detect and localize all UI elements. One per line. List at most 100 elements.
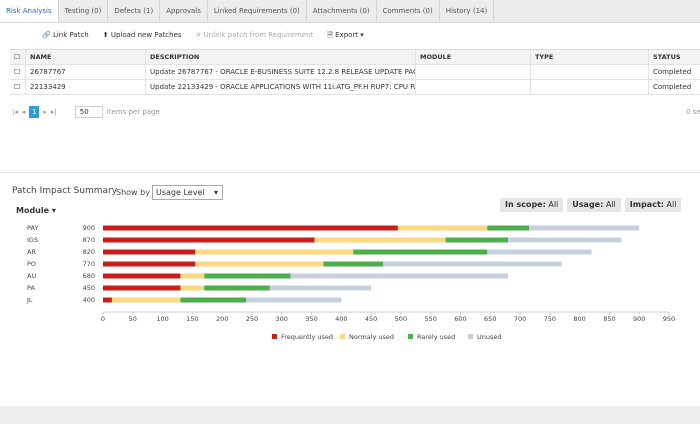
tab[interactable]: Comments (0): [377, 0, 440, 22]
bar-segment: [103, 225, 398, 231]
table-header: ☐ NAME DESCRIPTION MODULE TYPE STATUS: [10, 50, 700, 65]
x-tick-label: 250: [246, 315, 258, 323]
x-tick-label: 850: [603, 315, 615, 323]
label: Link Patch: [52, 31, 89, 39]
bar-segment: [245, 297, 342, 303]
bar-segment: [323, 261, 384, 267]
bar-segment: [314, 237, 446, 243]
x-tick-label: 600: [454, 315, 466, 323]
empty-cell: [416, 65, 531, 79]
legend-label: Normaly used: [349, 333, 394, 341]
bar-segment: [383, 261, 562, 267]
bar-segment: [103, 297, 112, 303]
x-tick-label: 650: [484, 315, 496, 323]
total-label: 770: [83, 260, 95, 268]
toolbar: 🔗 Link Patch ⬆ Upload new Patches ✕ Unli…: [42, 31, 364, 42]
legend-label: Frequently used: [281, 333, 333, 341]
unlink-button[interactable]: ✕ Unlink patch from Requirement: [195, 31, 314, 39]
show-by-label: Show by: [116, 188, 150, 197]
label: Export: [335, 31, 359, 39]
page-size-select[interactable]: 50: [74, 106, 103, 118]
next-page[interactable]: ▸: [43, 108, 47, 116]
bar-segment: [180, 273, 205, 279]
table-row: ☐ 26787767 Update 26787767 - ORACLE E-BUSI…: [10, 65, 700, 80]
chart: 0 50 100 150 200 250 300 350 400 450 500 550 600 650 7…: [26, 224, 675, 341]
x-tick-label: 150: [186, 315, 198, 323]
filter-value: All: [605, 200, 616, 209]
category-label: PO: [27, 260, 36, 268]
filter[interactable]: Usage: All: [567, 198, 621, 212]
bar-segment: [269, 285, 372, 291]
x-tick-label: 450: [365, 315, 377, 323]
x-tick-label: 550: [424, 315, 436, 323]
category-label: PAY: [27, 224, 38, 232]
bar-segment: [508, 237, 622, 243]
cell: 26787767: [26, 65, 146, 79]
first-page[interactable]: |◂: [12, 108, 18, 116]
module-dropdown[interactable]: Module ▾: [16, 206, 56, 215]
total-label: 450: [83, 284, 95, 292]
bar-segment: [103, 249, 196, 255]
page-number[interactable]: 1: [29, 106, 40, 118]
bar-segment: [487, 249, 592, 255]
bar-segment: [103, 273, 181, 279]
column-header: DESCRIPTION: [146, 50, 416, 64]
legend-swatch: [272, 334, 277, 339]
cell: Update 26787767 - ORACLE E-BUSINESS SUIT…: [146, 65, 416, 79]
x-tick-label: 800: [573, 315, 585, 323]
x-tick-label: 750: [544, 315, 556, 323]
upload-button[interactable]: ⬆ Upload new Patches: [102, 31, 182, 39]
label: Upload new Patches: [110, 31, 182, 39]
tab[interactable]: Risk Analysis: [0, 0, 59, 22]
x-tick-label: 700: [514, 315, 526, 323]
last-page[interactable]: ▸|: [50, 108, 57, 116]
empty-cell: [531, 80, 649, 94]
column-header: MODULE: [416, 50, 531, 64]
bar-segment: [290, 273, 509, 279]
label: Module: [16, 206, 50, 215]
value: Usage Level: [156, 188, 205, 197]
checkbox[interactable]: ☐: [10, 65, 26, 79]
legend-label: Unused: [477, 333, 502, 341]
tab[interactable]: Linked Requirements (0): [208, 0, 307, 22]
checkbox[interactable]: ☐: [10, 50, 26, 64]
show-by-select[interactable]: Usage Level ▾: [152, 185, 223, 200]
filters: In scope: All Usage: All Impact: All: [500, 198, 682, 212]
column-header: NAME: [26, 50, 146, 64]
filter[interactable]: Impact: All: [624, 198, 682, 212]
bar-segment: [103, 261, 196, 267]
footer: [0, 406, 700, 424]
bar-segment: [103, 285, 181, 291]
tab[interactable]: Defects (1): [108, 0, 161, 22]
filter[interactable]: In scope: All: [500, 198, 564, 212]
prev-page[interactable]: ◂: [21, 108, 26, 116]
tab-bar: Risk Analysis Testing (0) Defects (1) Appro…: [0, 0, 700, 23]
bar-segment: [445, 237, 509, 243]
tab[interactable]: Approvals: [160, 0, 208, 22]
category-label: JL: [26, 296, 33, 304]
total-label: 900: [83, 224, 95, 232]
filter-value: All: [548, 200, 559, 209]
tab[interactable]: Attachments (0): [307, 0, 377, 22]
x-tick-label: 500: [395, 315, 407, 323]
legend-label: Rarely used: [417, 333, 455, 341]
bar-segment: [195, 261, 324, 267]
empty-cell: [416, 80, 531, 94]
x-tick-label: 400: [335, 315, 347, 323]
bar-segment: [528, 225, 640, 231]
patch-table: ☐ NAME DESCRIPTION MODULE TYPE STATUS ☐ 2678776…: [10, 49, 700, 95]
x-tick-label: 900: [633, 315, 645, 323]
total-label: 400: [83, 296, 95, 304]
x-tick-label: 0: [101, 315, 105, 323]
tab[interactable]: Testing (0): [59, 0, 109, 22]
cell: 22133429: [26, 80, 146, 94]
checkbox[interactable]: ☐: [10, 80, 26, 94]
filter-label: Impact:: [629, 200, 664, 209]
selected-count: 0 sele: [686, 108, 700, 116]
legend-swatch: [408, 334, 413, 339]
link-patch-button[interactable]: 🔗 Link Patch: [42, 31, 89, 39]
tab[interactable]: History (14): [440, 0, 495, 22]
pagination: |◂ ◂ 1 ▸ ▸| 50 items per page: [12, 106, 160, 118]
export-button[interactable]: 🗎 Export ▾: [327, 31, 364, 39]
